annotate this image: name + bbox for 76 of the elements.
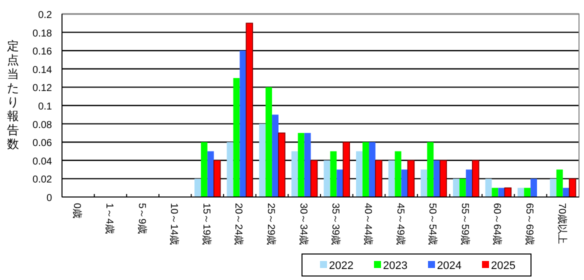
x-tick-label: 25～29歳	[265, 203, 278, 246]
bar	[427, 142, 434, 197]
bar	[266, 87, 272, 197]
bar	[207, 151, 214, 197]
x-tick-label: 55～59歳	[458, 203, 471, 246]
y-tick-label: 0.02	[32, 174, 52, 186]
x-tick-label: 20～24歳	[232, 203, 245, 246]
bar	[568, 178, 576, 198]
bar	[466, 170, 472, 197]
bar	[394, 151, 402, 197]
x-tick-label: 0歳	[71, 203, 84, 219]
bar	[498, 188, 505, 197]
bar	[291, 151, 298, 197]
x-tick-label: 15～19歳	[200, 203, 212, 246]
bar	[278, 132, 286, 198]
bar	[272, 114, 278, 197]
bar	[459, 178, 466, 197]
bar	[440, 160, 447, 198]
x-tick-label: 65～69歳	[524, 203, 536, 246]
x-tick-label: 5～9歳	[136, 203, 148, 234]
bar	[226, 142, 234, 197]
bar	[556, 170, 563, 197]
y-axis-title: 定点当たり報告数	[7, 39, 19, 151]
x-tick-label: 40～44歳	[362, 203, 374, 246]
bar	[375, 160, 382, 198]
y-tick-label: 0.14	[32, 64, 52, 76]
legend-label: 2023	[383, 260, 408, 272]
bar	[200, 142, 208, 197]
bar	[362, 142, 369, 197]
bar	[304, 132, 311, 197]
x-tick-label: 1～4歳	[103, 203, 116, 234]
bar	[240, 50, 246, 197]
y-tick-label: 0.04	[32, 156, 52, 168]
bar	[420, 170, 428, 197]
x-tick-label: 70歳以上	[556, 203, 568, 244]
bar	[342, 142, 350, 198]
bar	[233, 78, 240, 197]
bar	[452, 178, 460, 197]
legend-label: 2025	[491, 260, 516, 272]
y-tick-label: 0.1	[38, 102, 52, 112]
bar	[434, 160, 440, 197]
legend-label: 2024	[437, 260, 462, 272]
x-tick-label: 60～64歳	[491, 203, 504, 246]
bar	[550, 178, 556, 197]
bar	[336, 170, 344, 197]
x-tick-label: 30～34歳	[297, 203, 310, 246]
bar	[356, 151, 363, 197]
bar	[194, 178, 201, 197]
bar	[472, 160, 480, 198]
bar	[259, 124, 266, 197]
x-tick-label: 45～49歳	[394, 203, 406, 246]
y-tick-label: 0	[46, 193, 52, 204]
x-tick-label: 50～54歳	[426, 203, 439, 246]
bar	[310, 160, 318, 198]
y-tick-label: 0.06	[32, 138, 52, 150]
bar	[298, 132, 304, 197]
x-tick-label: 35～39歳	[330, 203, 342, 246]
bar	[524, 188, 531, 197]
bar	[213, 160, 221, 198]
bar	[485, 178, 492, 197]
x-tick-label: 10～14歳	[168, 203, 180, 246]
legend-label: 2022	[329, 260, 354, 272]
bar	[368, 142, 376, 197]
bar	[246, 22, 254, 198]
y-tick-label: 0.18	[32, 28, 52, 40]
y-tick-label: 0.12	[32, 83, 52, 94]
bar	[530, 178, 537, 197]
bar	[388, 160, 395, 197]
bar	[407, 160, 415, 198]
y-tick-label: 0.2	[38, 10, 52, 21]
bar	[518, 188, 524, 197]
bar	[330, 151, 337, 197]
y-tick-label: 0.08	[32, 120, 52, 131]
bar	[324, 160, 330, 197]
y-tick-label: 0.16	[32, 46, 52, 58]
bar	[401, 170, 408, 197]
